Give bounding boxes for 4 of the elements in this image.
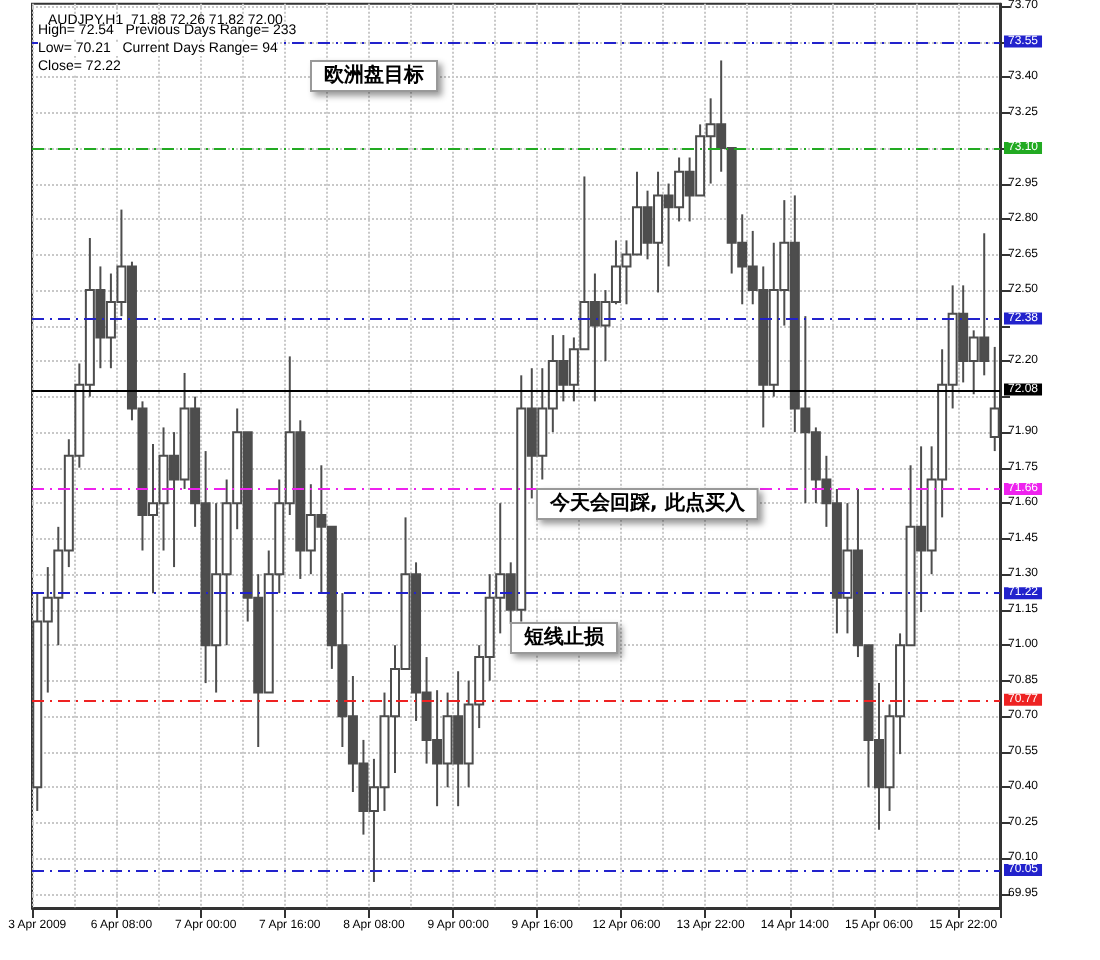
annotation: 欧洲盘目标 bbox=[324, 63, 424, 87]
annotation: 短线止损 bbox=[522, 625, 606, 649]
annotation: 今天会回踩, 此点买入 bbox=[548, 491, 747, 515]
candlestick bbox=[989, 345, 1000, 453]
